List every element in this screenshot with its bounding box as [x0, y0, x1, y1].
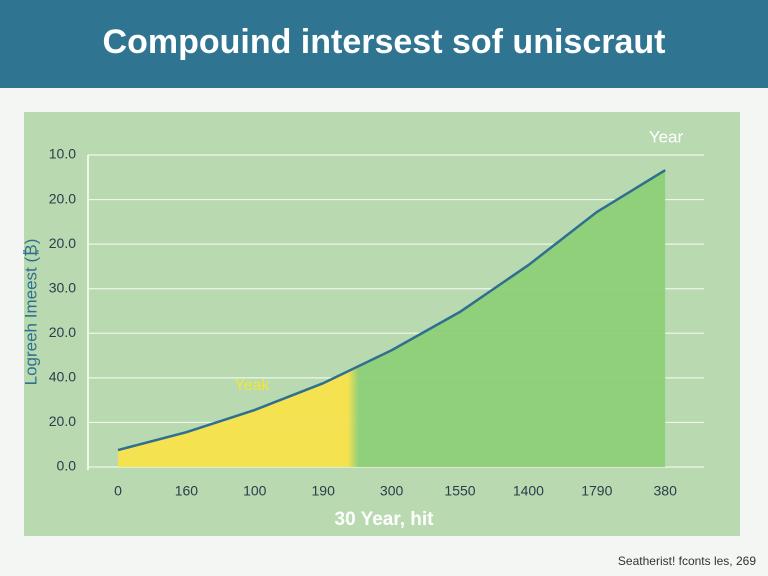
annotation: Yeak [235, 377, 271, 394]
x-tick-label: 160 [175, 483, 199, 499]
x-tick-label: 300 [380, 483, 404, 499]
plot-area: 0.0 20.0 40.0 20.0 30.0 20.0 20.0 10.0 0 160 100 19… [49, 146, 704, 499]
line [117, 169, 666, 452]
footer: Seatherist! fconts les, 269 [618, 554, 756, 568]
y-tick-label: 20.0 [49, 413, 76, 429]
x-tick-label: 1400 [513, 483, 544, 499]
y-tick-label: 40.0 [49, 369, 76, 385]
header-band [0, 0, 768, 88]
chart-title: Compouind intersest sof uniscraut [103, 23, 666, 61]
y-tick-label: 30.0 [49, 279, 76, 295]
x-tick-label: 190 [312, 483, 336, 499]
x-tick-label: 1550 [444, 483, 475, 499]
x-tick-label: 1790 [581, 483, 612, 499]
y-tick-label: 20.0 [49, 324, 76, 340]
y-axis-label: Logreeh Imeest (₿) [21, 239, 40, 386]
y-tick-label: 20.0 [49, 235, 76, 251]
y-tick-label: 20.0 [49, 190, 76, 206]
annotation: Year [649, 127, 684, 146]
y-tick-label: 0.0 [57, 458, 77, 474]
area [118, 170, 666, 467]
x-tick-label: 380 [654, 483, 678, 499]
y-tick-label: 10.0 [49, 146, 76, 162]
x-tick-label: 0 [114, 483, 122, 499]
x-axis-label: 30 Year, hit [335, 509, 435, 530]
x-tick-label: 100 [243, 483, 267, 499]
